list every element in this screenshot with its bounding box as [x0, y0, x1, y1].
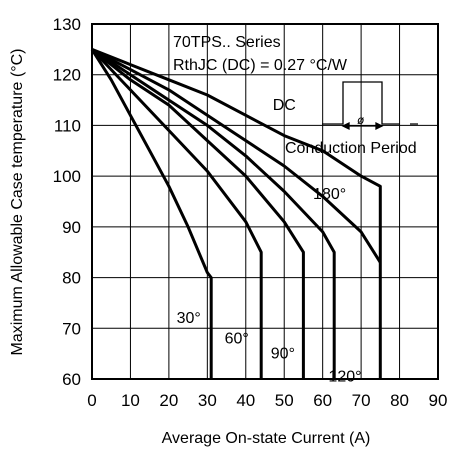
- x-tick-label: 40: [236, 391, 255, 410]
- curve-label-60: 60°: [225, 331, 249, 348]
- y-tick-label: 90: [62, 218, 81, 237]
- x-tick-label: 30: [198, 391, 217, 410]
- x-tick-label: 10: [121, 391, 140, 410]
- y-tick-label: 60: [62, 370, 81, 389]
- curve-30: [90, 48, 213, 379]
- y-tick-label: 100: [53, 167, 81, 186]
- x-tick-label: 50: [275, 391, 294, 410]
- x-tick-labels: 0 10 20 30 40 50 60 70 80 90: [87, 391, 447, 410]
- curve-label-120: 120°: [328, 369, 361, 386]
- x-tick-label: 60: [313, 391, 332, 410]
- x-tick-label: 20: [159, 391, 178, 410]
- series-name-label: 70TPS.. Series: [173, 34, 281, 51]
- x-tick-label: 90: [429, 391, 448, 410]
- phi-arrow-right: [375, 121, 384, 131]
- x-tick-label: 80: [390, 391, 409, 410]
- curve-label-180: 180°: [313, 186, 346, 203]
- curves: [90, 48, 382, 379]
- phi-arrow-left: [341, 121, 350, 131]
- curve-label-90: 90°: [271, 346, 295, 363]
- curve-120: [91, 48, 336, 379]
- x-tick-label: 70: [352, 391, 371, 410]
- curve-label-30: 30°: [177, 310, 201, 327]
- thermal-resistance-label: RthJC (DC) = 0.27 °C/W: [173, 57, 348, 74]
- y-tick-labels: 60 70 80 90 100 110 120 130: [53, 15, 81, 389]
- y-axis-label: Maximum Allowable Case temperature (°C): [9, 49, 26, 356]
- plot-frame: [91, 23, 439, 380]
- phi-symbol: ø: [357, 113, 365, 127]
- curve-labels: 30° 60° 90° 120° 180° DC: [177, 97, 362, 385]
- x-tick-label: 0: [87, 391, 96, 410]
- conduction-period-label: Conduction Period: [285, 140, 417, 157]
- curve-label-dc: DC: [273, 97, 296, 114]
- y-tick-label: 80: [62, 269, 81, 288]
- x-axis-label: Average On-state Current (A): [162, 430, 371, 447]
- y-tick-label: 70: [62, 319, 81, 338]
- y-tick-label: 120: [53, 66, 81, 85]
- waveform-line: [322, 81, 418, 125]
- y-tick-label: 130: [53, 15, 81, 34]
- y-tick-label: 110: [54, 116, 81, 135]
- curve-60: [90, 48, 263, 379]
- conduction-waveform-icon: [322, 81, 418, 131]
- curve-dc: [91, 48, 382, 379]
- curve-180: [91, 48, 382, 264]
- curve-90: [91, 48, 305, 379]
